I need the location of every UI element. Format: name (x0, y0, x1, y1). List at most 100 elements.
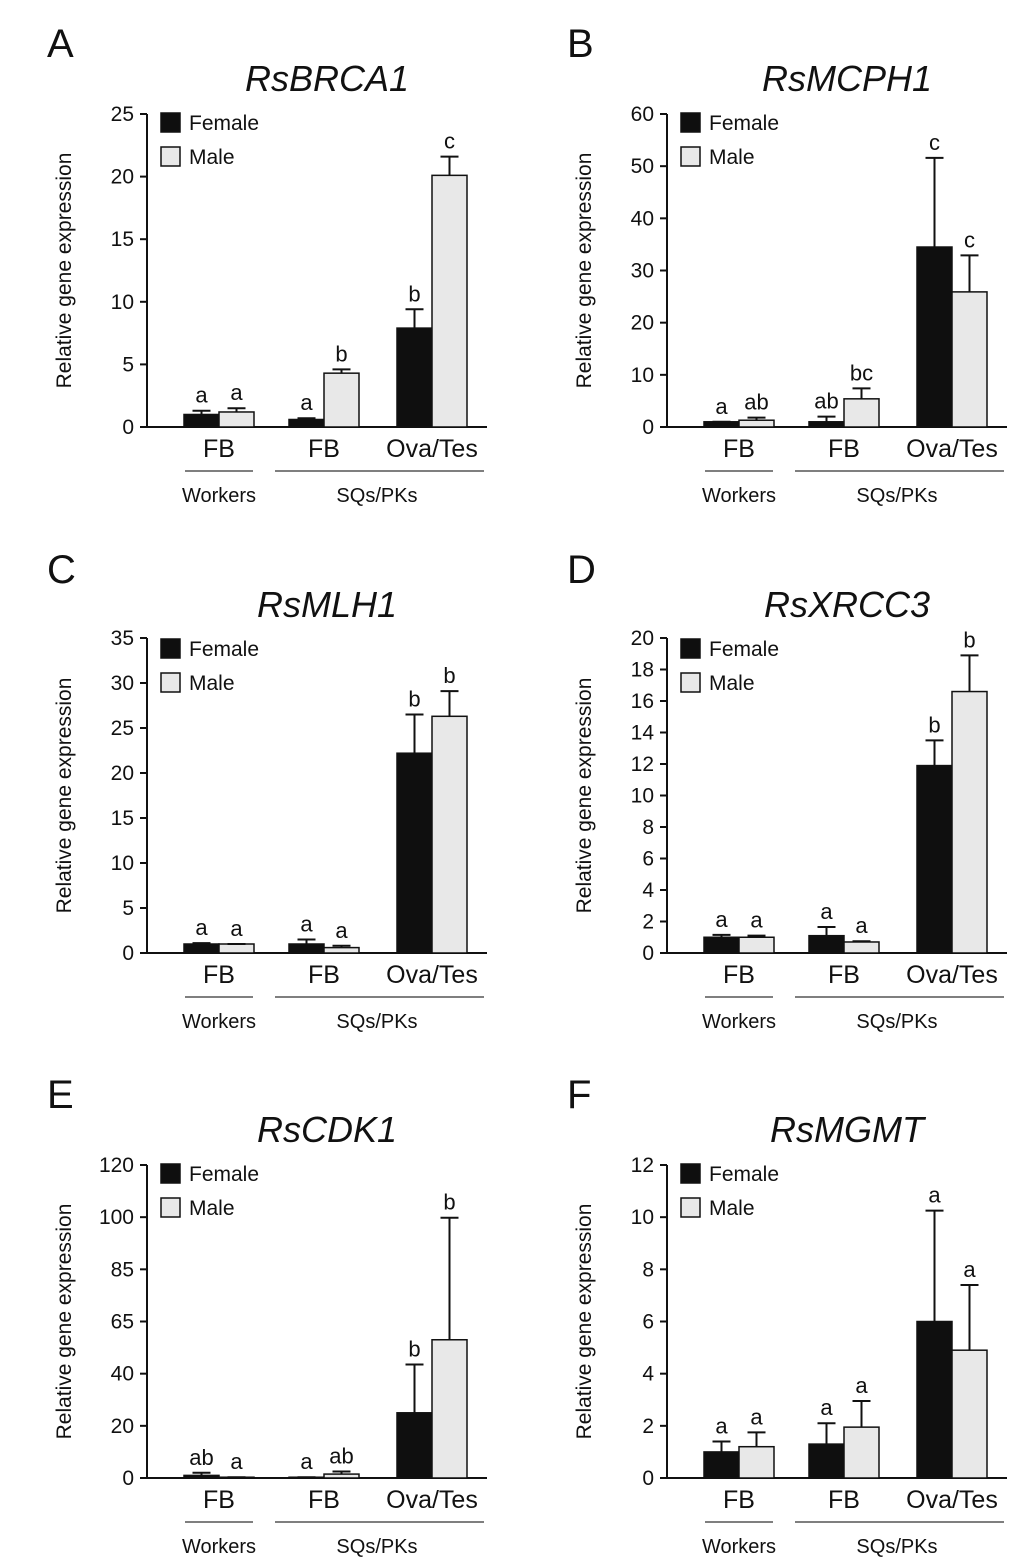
group-label-workers: Workers (702, 485, 776, 507)
group-label-workers: Workers (182, 1536, 256, 1558)
legend-swatch-male (160, 146, 181, 167)
significance-letter: a (300, 390, 313, 415)
y-tick-label: 8 (642, 1258, 654, 1281)
group-label-sqs-pks: SQs/PKs (336, 1536, 417, 1558)
bar-male (843, 398, 880, 428)
significance-letter: c (929, 130, 940, 155)
panel-letter: F (567, 1073, 591, 1117)
category-label: FB (203, 435, 235, 463)
y-tick-label: 30 (111, 672, 134, 695)
bar-male (951, 291, 988, 428)
category-label: Ova/Tes (906, 435, 998, 463)
significance-letter: b (443, 663, 455, 688)
bar-male (843, 941, 880, 954)
chart-title: RsMGMT (770, 1109, 927, 1150)
legend-swatch-male (680, 146, 701, 167)
group-label-workers: Workers (182, 485, 256, 507)
legend-label-male: Male (189, 1197, 235, 1220)
bar-male (951, 1349, 988, 1479)
legend-label-male: Male (709, 672, 755, 695)
y-axis-label: Relative gene expression (53, 678, 76, 914)
bar-female (288, 943, 325, 954)
y-tick-label: 2 (642, 911, 654, 934)
panel-letter: B (567, 22, 594, 66)
y-tick-label: 10 (631, 364, 654, 387)
y-tick-label: 25 (111, 103, 134, 126)
bar-male (738, 1445, 775, 1479)
category-label: Ova/Tes (906, 961, 998, 989)
bar-male (431, 1339, 468, 1479)
panel-letter: D (567, 548, 596, 592)
significance-letter: a (820, 899, 833, 924)
group-label-sqs-pks: SQs/PKs (856, 1011, 937, 1033)
significance-letter: a (715, 1413, 728, 1438)
significance-letter: a (750, 908, 763, 933)
y-tick-label: 15 (111, 228, 134, 251)
bar-female (916, 764, 953, 954)
category-label: Ova/Tes (386, 1486, 478, 1514)
group-label-sqs-pks: SQs/PKs (336, 1011, 417, 1033)
y-tick-label: 4 (642, 879, 654, 902)
significance-letter: c (964, 227, 975, 252)
legend-label-female: Female (709, 638, 779, 661)
category-label: Ova/Tes (386, 961, 478, 989)
y-tick-label: 5 (122, 353, 134, 376)
y-tick-label: 5 (122, 897, 134, 920)
significance-letter: b (963, 627, 975, 652)
bar-female (183, 943, 220, 954)
y-tick-label: 10 (631, 785, 654, 808)
bar-female (916, 246, 953, 428)
panel-c: C RsMLH1 Relative gene expression 0 5 10 15 20 2… (47, 548, 487, 1033)
bar-female (396, 327, 433, 428)
significance-letter: ab (329, 1443, 353, 1468)
significance-letter: a (195, 383, 208, 408)
category-label: FB (308, 435, 340, 463)
y-tick-label: 40 (631, 207, 654, 230)
y-tick-label: 2 (642, 1415, 654, 1438)
bar-male (738, 419, 775, 428)
significance-letter: ab (814, 389, 838, 414)
significance-letter: a (928, 1183, 941, 1208)
y-tick-label: 65 (111, 1311, 134, 1334)
y-tick-label: 20 (111, 762, 134, 785)
bar-male (218, 943, 255, 954)
y-axis-label: Relative gene expression (53, 153, 76, 389)
category-label: FB (828, 961, 860, 989)
significance-letter: ab (189, 1445, 213, 1470)
group-label-sqs-pks: SQs/PKs (336, 485, 417, 507)
panel-d: D RsXRCC3 Relative gene expression 0 2 4 6 8 10 1… (567, 548, 1007, 1033)
category-label: FB (308, 961, 340, 989)
group-label-workers: Workers (182, 1011, 256, 1033)
y-tick-label: 35 (111, 627, 134, 650)
legend-label-female: Female (709, 1163, 779, 1186)
panel-b: B RsMCPH1 Relative gene expression 0 10 20 30 4… (567, 22, 1007, 507)
significance-letter: a (195, 915, 208, 940)
y-tick-label: 40 (111, 1363, 134, 1386)
y-tick-label: 16 (631, 690, 654, 713)
significance-letter: a (230, 1449, 243, 1474)
legend-label-female: Female (709, 112, 779, 135)
significance-letter: a (300, 1449, 313, 1474)
panel-letter: E (47, 1073, 74, 1117)
y-tick-label: 18 (631, 659, 654, 682)
y-tick-label: 4 (642, 1363, 654, 1386)
significance-letter: a (335, 918, 348, 943)
y-tick-label: 20 (111, 1415, 134, 1438)
significance-letter: b (408, 1337, 420, 1362)
y-axis-label: Relative gene expression (573, 1204, 596, 1440)
legend-label-female: Female (189, 638, 259, 661)
significance-letter: b (335, 341, 347, 366)
y-tick-label: 50 (631, 155, 654, 178)
y-tick-label: 0 (122, 1467, 134, 1490)
category-label: FB (203, 1486, 235, 1514)
category-label: FB (828, 435, 860, 463)
bar-female (808, 421, 845, 428)
y-tick-label: 12 (631, 753, 654, 776)
significance-letter: a (300, 912, 313, 937)
group-label-workers: Workers (702, 1011, 776, 1033)
category-label: FB (203, 961, 235, 989)
significance-letter: a (855, 1373, 868, 1398)
y-tick-label: 10 (631, 1206, 654, 1229)
legend-swatch-male (160, 672, 181, 693)
